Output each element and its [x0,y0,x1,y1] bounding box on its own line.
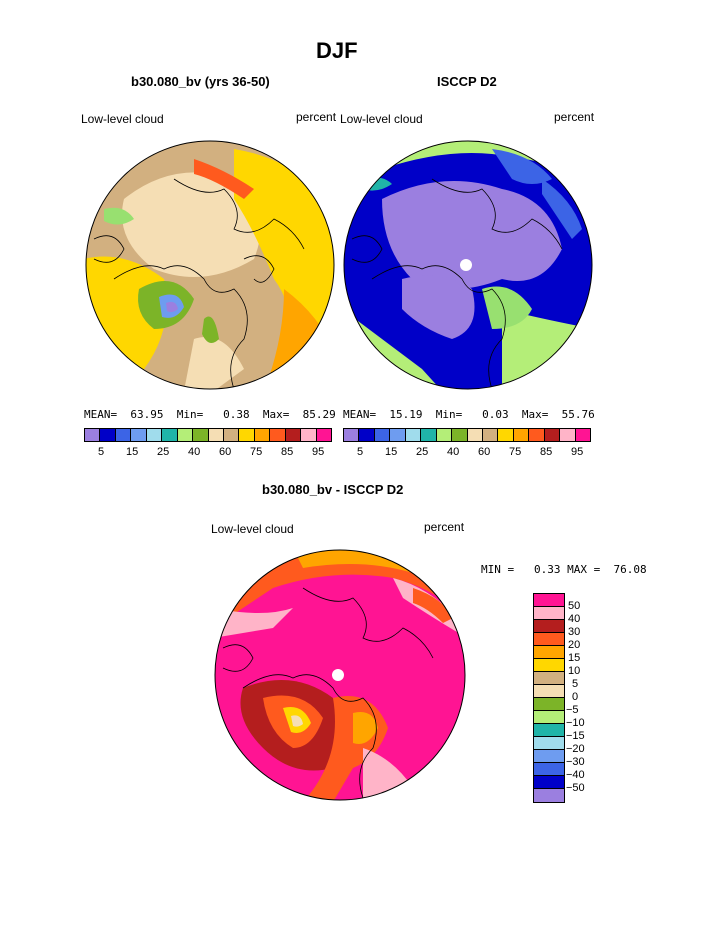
panel1-min: 0.38 [223,408,250,421]
panel3-colorbar-labels: 50 40 30 20 15 10 5 0 −5 −10 −15 −20 −30… [566,600,606,800]
level: 10 [568,665,581,677]
panel2-stats: MEAN= 15.19 Min= 0.03 Max= 55.76 [343,408,595,421]
panel2-left-label: Low-level cloud [340,112,423,126]
tick: 15 [385,446,398,458]
panel2-min-label: Min= [435,408,463,421]
panel1-min-label: Min= [176,408,204,421]
level: 0 [572,691,579,703]
panel2-mean-label: MEAN= [343,408,377,421]
tick: 5 [98,446,105,458]
panel2-mean: 15.19 [389,408,423,421]
tick: 5 [357,446,364,458]
tick: 95 [312,446,325,458]
level: −15 [566,730,585,742]
panel1-right-label: percent [296,110,337,124]
level: −20 [566,743,585,755]
panel1-title: b30.080_bv (yrs 36-50) [131,74,270,89]
panel1-left-label: Low-level cloud [81,112,164,126]
diff-title: b30.080_bv - ISCCP D2 [262,482,404,497]
panel2-max-label: Max= [521,408,549,421]
panel3-colorbar [533,593,565,803]
panel3-left-label: Low-level cloud [211,522,294,536]
level: −5 [566,704,579,716]
level: −50 [566,782,585,794]
tick: 40 [447,446,460,458]
panel3-min-label: MIN = [481,563,515,576]
panel1-mean-label: MEAN= [84,408,118,421]
panel3-right-label: percent [424,520,465,534]
panel2-max: 55.76 [561,408,595,421]
panel3-max: 76.08 [613,563,647,576]
tick: 95 [571,446,584,458]
level: −10 [566,717,585,729]
panel1-max-label: Max= [262,408,290,421]
level: 15 [568,652,581,664]
panel1-mean: 63.95 [130,408,164,421]
level: 40 [568,613,581,625]
tick: 85 [281,446,294,458]
level: 50 [568,600,581,612]
panel1-colorbar [84,428,332,442]
tick: 85 [540,446,553,458]
panel2-right-label: percent [554,110,595,124]
tick: 25 [416,446,429,458]
panel2-title: ISCCP D2 [437,74,497,89]
tick: 75 [250,446,263,458]
panel2-colorbar-ticks: 5 15 25 40 60 75 85 95 [343,446,591,460]
panel2-map [343,140,593,390]
panel1-map [85,140,335,390]
tick: 60 [219,446,232,458]
panel3-map [214,549,466,801]
panel3-min: 0.33 [534,563,561,576]
panel1-stats: MEAN= 63.95 Min= 0.38 Max= 85.29 [84,408,336,421]
panel1-max: 85.29 [302,408,336,421]
tick: 75 [509,446,522,458]
panel3-stats: MIN = 0.33 MAX = 76.08 [481,563,647,576]
tick: 15 [126,446,139,458]
level: −30 [566,756,585,768]
panel2-min: 0.03 [482,408,509,421]
tick: 40 [188,446,201,458]
level: 5 [572,678,579,690]
tick: 25 [157,446,170,458]
level: −40 [566,769,585,781]
level: 30 [568,626,581,638]
panel2-colorbar [343,428,591,442]
panel3-max-label: MAX = [567,563,601,576]
page-title: DJF [316,38,358,63]
level: 20 [568,639,581,651]
tick: 60 [478,446,491,458]
panel1-colorbar-ticks: 5 15 25 40 60 75 85 95 [84,446,332,460]
